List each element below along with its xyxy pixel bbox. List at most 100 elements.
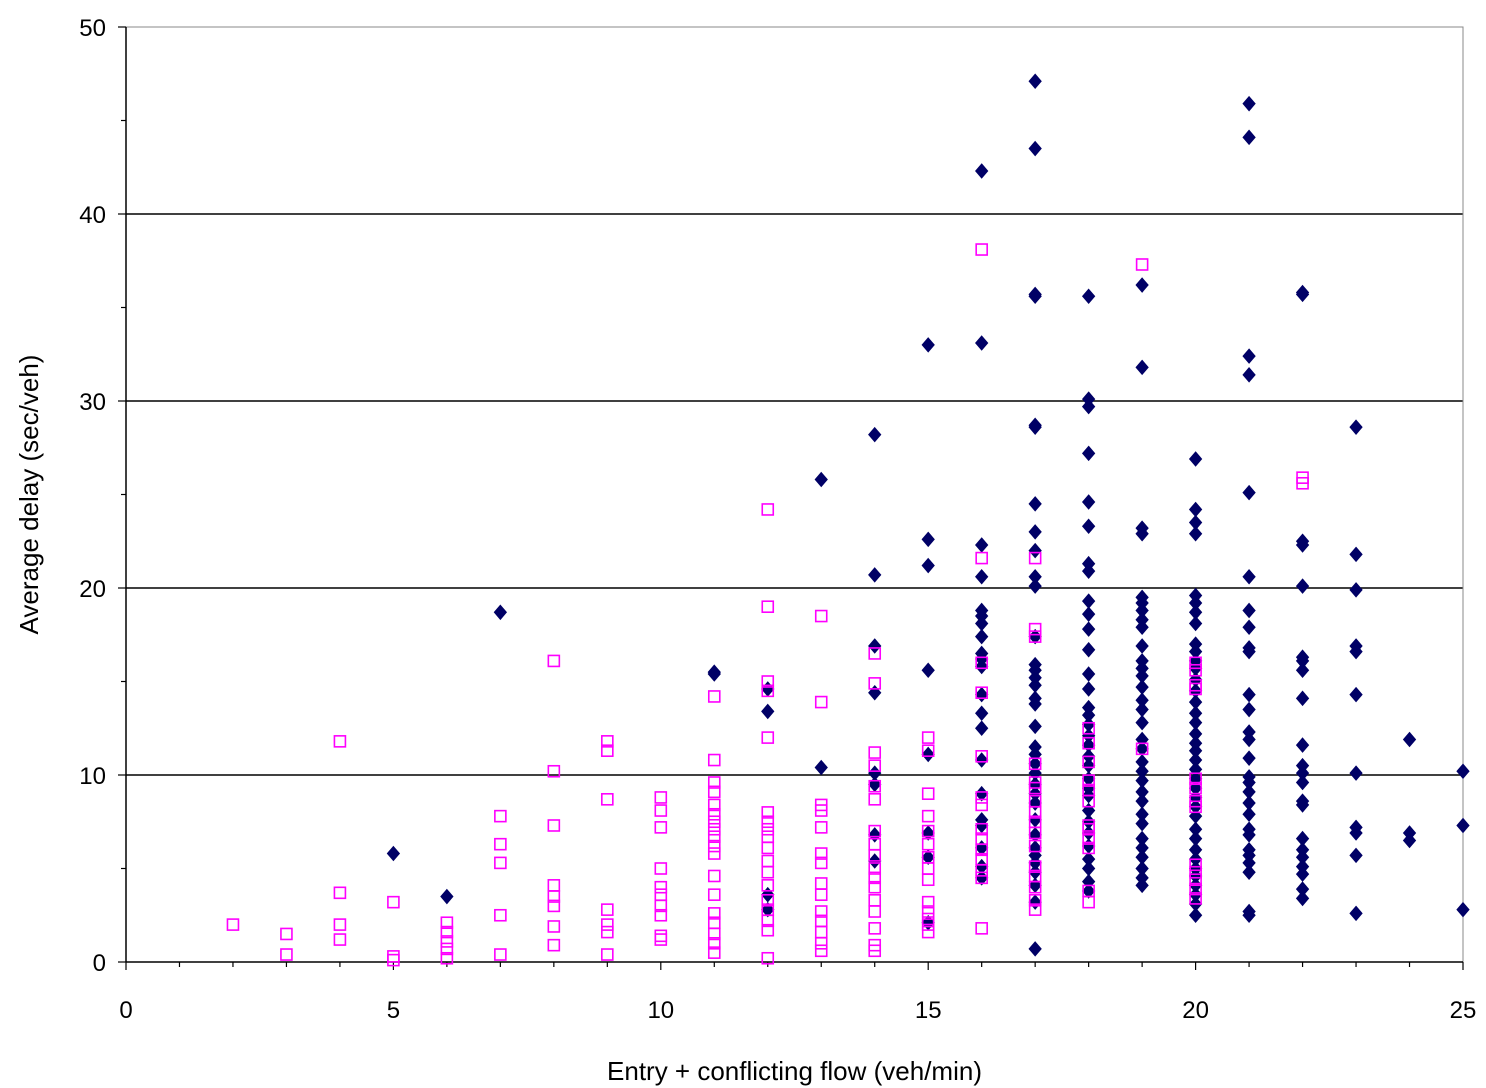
data-point-diamond	[1242, 907, 1256, 924]
data-point-square	[761, 503, 775, 516]
data-point-diamond	[1028, 73, 1042, 89]
data-point-diamond	[1242, 619, 1256, 636]
data-point-square	[814, 877, 828, 890]
data-point-diamond	[1456, 763, 1470, 780]
x-tick-labels: 0 5 10 15 20 25	[119, 997, 1476, 1024]
data-point-square	[707, 822, 721, 836]
data-point-square	[547, 890, 561, 903]
data-point-diamond	[814, 759, 828, 776]
data-point-diamond	[1081, 288, 1096, 305]
data-point-square	[654, 862, 668, 875]
data-point-diamond	[1135, 359, 1149, 376]
data-point-square	[1135, 742, 1149, 756]
data-point-diamond	[1028, 524, 1042, 540]
data-point-square	[868, 905, 882, 918]
data-point-square	[761, 675, 775, 688]
data-point-square	[601, 918, 614, 931]
data-point-square	[1028, 880, 1042, 894]
data-point-diamond	[1081, 838, 1096, 854]
data-point-square	[868, 746, 882, 759]
data-point-square	[1028, 903, 1042, 916]
data-point-square	[1028, 839, 1042, 853]
data-point-square	[707, 807, 721, 821]
data-point-square	[921, 918, 935, 931]
data-point-square	[707, 785, 721, 799]
data-point-diamond	[761, 681, 775, 697]
data-point-square	[601, 744, 614, 757]
y-tick-label: 30	[79, 389, 106, 416]
data-point-diamond	[1028, 941, 1042, 957]
x-tick-label: 0	[119, 997, 132, 1024]
data-point-diamond	[1135, 619, 1149, 636]
data-point-square	[975, 922, 988, 935]
data-point-square	[707, 946, 721, 959]
data-point-square	[975, 243, 988, 256]
data-point-diamond	[868, 638, 882, 654]
data-point-square	[814, 695, 828, 709]
data-point-diamond	[1188, 501, 1203, 518]
data-point-diamond	[921, 337, 935, 353]
data-point-square	[494, 837, 507, 851]
data-point-square	[1082, 841, 1095, 855]
data-point-square	[975, 843, 988, 857]
data-point-diamond	[975, 785, 989, 802]
data-point-square	[494, 856, 507, 870]
data-point-diamond	[1028, 419, 1042, 435]
data-point-square	[921, 744, 935, 757]
data-point-diamond	[1295, 286, 1310, 303]
data-point-diamond	[1188, 615, 1203, 632]
data-point-diamond	[1081, 593, 1096, 609]
data-point-square	[1189, 656, 1202, 670]
data-point-diamond	[1349, 905, 1363, 922]
data-point-diamond	[1295, 737, 1310, 753]
data-point-square	[707, 936, 721, 950]
data-point-square	[1028, 826, 1042, 840]
data-point-square	[1189, 882, 1202, 896]
data-point-square	[333, 918, 347, 931]
data-point-square	[1082, 832, 1095, 845]
data-point-diamond	[1135, 277, 1149, 293]
data-point-diamond	[1081, 757, 1096, 774]
data-point-square	[975, 656, 988, 670]
data-point-diamond	[1028, 795, 1042, 811]
data-point-diamond	[1081, 563, 1096, 579]
data-point-diamond	[1242, 806, 1256, 823]
data-point-square	[226, 918, 240, 931]
data-point-square	[975, 871, 988, 885]
data-point-square	[761, 879, 775, 892]
data-point-diamond	[1081, 641, 1096, 658]
x-tick-label: 15	[915, 997, 942, 1024]
data-point-square	[975, 798, 988, 812]
y-tick-label: 10	[79, 763, 106, 790]
data-point-square	[1189, 858, 1202, 872]
data-point-square	[921, 731, 935, 744]
data-point-diamond	[1242, 686, 1256, 703]
data-point-square	[761, 893, 775, 907]
data-point-square	[814, 936, 828, 950]
data-point-diamond	[975, 628, 989, 645]
data-point-square	[1189, 873, 1202, 887]
data-point-square	[707, 776, 721, 789]
data-point-square	[868, 922, 882, 935]
data-point-diamond	[1242, 367, 1256, 383]
data-point-diamond	[1242, 827, 1256, 843]
data-point-square	[921, 925, 935, 939]
data-point-diamond	[921, 746, 935, 763]
data-point-diamond	[493, 604, 508, 621]
data-point-square	[814, 925, 828, 939]
data-point-square	[921, 873, 935, 887]
gridlines	[126, 213, 1463, 776]
data-point-square	[868, 871, 882, 885]
data-point-square	[654, 929, 668, 943]
data-point-square	[761, 731, 775, 744]
data-point-square	[494, 809, 507, 823]
data-point-square	[547, 819, 561, 832]
data-point-square	[814, 944, 828, 958]
data-point-square	[547, 920, 561, 933]
data-point-square	[654, 908, 668, 922]
data-point-diamond	[1188, 907, 1203, 924]
x-tick-label: 5	[387, 997, 400, 1024]
data-point-square	[547, 938, 561, 952]
data-point-square	[707, 690, 721, 703]
